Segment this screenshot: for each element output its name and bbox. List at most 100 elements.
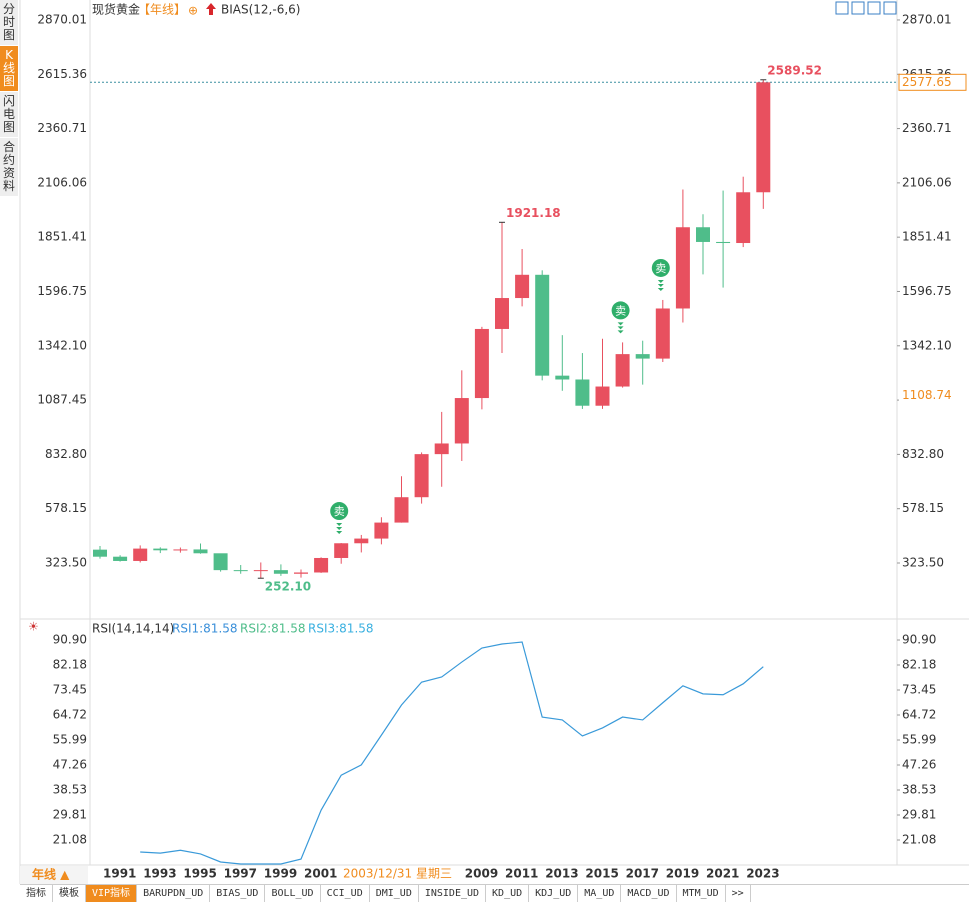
candle-body <box>756 82 771 193</box>
header-period[interactable]: 【年线】 <box>138 3 186 17</box>
indicator-tab[interactable]: CCI_UD <box>321 885 370 902</box>
y2-tick-label: 578.15 <box>902 501 944 515</box>
indicator-tabs: 指标 模板 VIP指标 BARUPDN_UD BIAS_UD BOLL_UD CCI_UD D… <box>20 884 969 902</box>
rsi-y-tick-label: 29.81 <box>53 807 87 821</box>
indicator-tab[interactable]: DMI_UD <box>370 885 419 902</box>
rsi-y-tick-label: 73.45 <box>53 682 87 696</box>
indicator-tab[interactable]: KDJ_UD <box>529 885 579 902</box>
signal-arrow <box>617 330 624 334</box>
candle-body <box>394 497 409 523</box>
settings-icon[interactable]: ☀ <box>28 620 39 634</box>
last-price-label: 2577.65 <box>902 75 952 89</box>
indicator-tab[interactable]: BIAS_UD <box>210 885 266 902</box>
candle-body <box>615 354 630 387</box>
rsi-y2-tick-label: 64.72 <box>902 707 936 721</box>
high-label: 2589.52 <box>767 63 822 77</box>
rsi-title: RSI(14,14,14) <box>92 622 174 636</box>
sidebar-tab[interactable]: K线图 <box>0 46 18 92</box>
x-tick-label: 1993 <box>143 867 176 881</box>
header-title: 现货黄金 <box>92 2 140 17</box>
indicator-tab[interactable]: VIP指标 <box>86 885 138 902</box>
last-price-box <box>898 73 967 91</box>
toolbar-icons[interactable] <box>835 1 897 15</box>
sidebar-tab[interactable]: 分时图 <box>0 0 18 46</box>
signal-badge <box>611 301 630 320</box>
rsi-y-tick-label: 21.08 <box>53 832 87 846</box>
signal-label: 卖 <box>655 262 666 275</box>
sidebar-tab[interactable]: 闪电图 <box>0 92 18 138</box>
y-tick-label: 1087.45 <box>37 393 87 407</box>
header-icon[interactable]: ⊕ <box>188 4 198 18</box>
signal-badge <box>330 502 349 521</box>
y-tick-label: 1851.41 <box>37 230 87 244</box>
indicator-tab[interactable]: BOLL_UD <box>265 885 321 902</box>
candle-body <box>555 375 570 380</box>
indicator-tab[interactable]: MACD_UD <box>621 885 677 902</box>
cursor-price-box <box>899 386 969 405</box>
rsi-y2-tick-label: 29.81 <box>902 807 936 821</box>
rsi-legend: RSI2:81.58 <box>240 622 306 636</box>
indicator-tab[interactable]: INSIDE_UD <box>419 885 487 902</box>
x-tick-label: 2009 <box>465 867 498 881</box>
y-tick-label: 2615.36 <box>37 67 87 81</box>
signal-arrow <box>657 279 664 283</box>
x-tick-label: 2017 <box>626 867 659 881</box>
rsi-y-tick-label: 38.53 <box>53 783 87 797</box>
indicator-tab[interactable]: 模板 <box>53 885 86 902</box>
rsi-y2-tick-label: 55.99 <box>902 733 936 747</box>
y2-tick-label: 1342.10 <box>902 338 952 352</box>
candle-body <box>113 556 128 561</box>
candle-body <box>213 553 228 571</box>
low-label: 252.10 <box>265 580 311 594</box>
candle-body <box>716 241 731 244</box>
candle-body <box>233 570 248 572</box>
x-tick-label: 2019 <box>666 867 699 881</box>
candle-body <box>294 572 308 574</box>
y2-tick-label: 2870.01 <box>902 12 952 26</box>
indicator-tab[interactable]: >> <box>726 885 751 902</box>
candle-body <box>736 192 751 244</box>
rsi-y-tick-label: 90.90 <box>53 633 87 647</box>
signal-arrow <box>336 527 343 531</box>
y-tick-label: 323.50 <box>45 555 87 569</box>
rsi-legend: RSI3:81.58 <box>308 622 374 636</box>
candle-body <box>354 538 369 544</box>
cursor-price-label: 1108.74 <box>902 388 952 402</box>
sidebar-tab[interactable]: 合约资料 <box>0 138 18 197</box>
rsi-y-tick-label: 64.72 <box>53 707 87 721</box>
rsi-legend: RSI1:81.58 <box>172 622 238 636</box>
indicator-tab[interactable]: KD_UD <box>486 885 530 902</box>
candle-body <box>253 570 268 572</box>
candle-body <box>334 543 349 558</box>
indicator-icon <box>206 3 216 15</box>
candle-body <box>153 548 168 551</box>
rsi-y2-tick-label: 38.53 <box>902 783 936 797</box>
candle-body <box>93 549 107 557</box>
x-tick-label: 2001 <box>304 867 337 881</box>
candle-body <box>434 443 449 455</box>
indicator-tab[interactable]: MA_UD <box>578 885 622 902</box>
period-button[interactable]: 年线 ▲ <box>32 867 70 882</box>
signal-arrow <box>336 523 343 527</box>
x-tick-label: 2011 <box>505 867 538 881</box>
indicator-tab[interactable]: MTM_UD <box>677 885 726 902</box>
y2-tick-label: 2360.71 <box>902 121 952 135</box>
rsi-y-tick-label: 47.26 <box>53 758 87 772</box>
period-button-bg[interactable] <box>20 866 88 884</box>
rsi-y-tick-label: 55.99 <box>53 733 87 747</box>
candle-body <box>133 548 148 561</box>
signal-badge <box>651 258 670 277</box>
indicator-tab[interactable]: BARUPDN_UD <box>137 885 211 902</box>
x-tick-label: 1999 <box>264 867 297 881</box>
candle-body <box>374 522 389 539</box>
x-tick-label: 2015 <box>585 867 618 881</box>
signal-arrow <box>336 531 343 535</box>
candle-body <box>474 328 489 399</box>
candle-body <box>515 274 530 299</box>
rsi-line <box>140 641 764 865</box>
signal-arrow <box>617 326 624 330</box>
indicator-tab[interactable]: 指标 <box>20 885 53 902</box>
candle-body <box>675 227 690 309</box>
signal-arrow <box>657 287 664 291</box>
x-tick-label: 2023 <box>746 867 779 881</box>
